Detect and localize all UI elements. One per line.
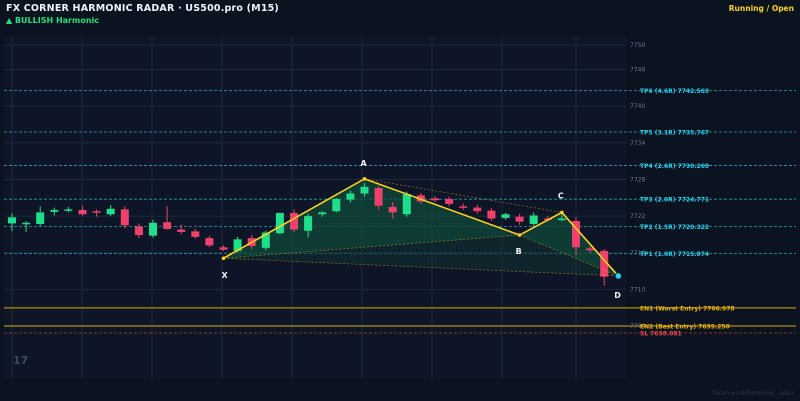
candle-body — [163, 222, 172, 229]
candle-body — [22, 222, 31, 225]
point-b-label: B — [516, 247, 522, 256]
candle-body — [64, 209, 73, 211]
source-footer: fxcorner.rs/harmonic_radar — [712, 390, 794, 397]
level-label: TP2 (1.5R) 7720.322 — [640, 224, 709, 231]
xd-dotted — [223, 257, 619, 277]
candle-body — [318, 212, 327, 215]
candle-body — [402, 194, 411, 215]
candle-body — [290, 213, 298, 230]
level-label: TP5 (3.1R) 7735.767 — [640, 129, 709, 136]
status-indicator: Running / Open — [728, 4, 794, 13]
candle-body — [332, 198, 341, 212]
candle-body — [445, 198, 454, 204]
candle-body — [529, 215, 538, 225]
y-tick-label: 7722 — [630, 213, 645, 220]
level-labels: TP6 (4.6R) 7742.563 TP5 (3.1R) 7735.767 TP… — [640, 88, 735, 338]
point-c-marker — [560, 210, 564, 215]
candle-body — [600, 250, 609, 277]
point-d-label: D — [614, 291, 621, 300]
y-tick-label: 7716 — [630, 250, 645, 257]
candle-body — [92, 211, 101, 213]
candle-body — [106, 208, 115, 215]
point-a-label: A — [361, 159, 368, 168]
candle-body — [586, 248, 595, 251]
candle-body — [304, 216, 313, 231]
candle-body — [149, 222, 157, 236]
y-tick-label: 7740 — [630, 103, 645, 110]
candle-body — [501, 214, 510, 218]
y-tick-label: 7746 — [630, 66, 645, 73]
point-a-marker — [362, 177, 367, 181]
candle-body — [8, 217, 16, 224]
candle-body — [416, 195, 425, 202]
candle-body — [388, 206, 397, 213]
point-d-marker — [614, 272, 622, 280]
y-tick-label: 7728 — [630, 176, 645, 183]
candle-body — [515, 216, 524, 222]
ac-dotted — [364, 178, 562, 213]
point-x-label: X — [222, 271, 229, 280]
candle-body — [572, 220, 580, 248]
candle-body — [205, 238, 214, 246]
bcd-triangle — [519, 212, 619, 276]
candle-body — [557, 218, 566, 221]
xab-triangle — [223, 178, 520, 259]
level-label: SL 7698.081 — [640, 331, 682, 338]
signal-label: ▲ BULLISH Harmonic — [6, 16, 99, 25]
bd-dotted — [519, 234, 619, 277]
candle-body — [374, 187, 383, 206]
candle-body — [177, 229, 186, 232]
candle-body — [275, 213, 284, 234]
candle-body — [261, 232, 270, 248]
candle-body — [191, 231, 200, 237]
level-label: TP6 (4.6R) 7742.563 — [640, 88, 709, 95]
candle-body — [219, 247, 228, 250]
candle-body — [36, 212, 45, 225]
candle-body — [487, 210, 496, 219]
candle-body — [346, 193, 355, 200]
candle-body — [459, 206, 468, 208]
level-label: EN2 (Best Entry) 7699.250 — [640, 324, 730, 331]
y-tick-label: 7750 — [630, 42, 645, 49]
candle-body — [78, 209, 87, 215]
candle-body — [134, 226, 143, 236]
chart-title: FX CORNER HARMONIC RADAR · US500.pro (M1… — [6, 3, 279, 14]
candle-body — [120, 209, 129, 226]
xbd-fill — [223, 235, 619, 276]
pattern-lines: X A B C D — [222, 159, 622, 300]
level-label: TP1 (1.0R) 7715.874 — [640, 251, 709, 258]
y-tick-label: 7704 — [630, 323, 645, 330]
y-tick-label: 7710 — [630, 286, 645, 293]
point-b-marker — [517, 233, 522, 237]
candle-body — [50, 209, 59, 212]
xb-dotted — [223, 234, 520, 259]
level-label: EN1 (Worst Entry) 7706.978 — [640, 305, 735, 312]
point-c-label: C — [558, 191, 564, 200]
candle-body — [360, 186, 369, 194]
level-label: TP3 (2.0R) 7724.771 — [640, 197, 709, 204]
candle-body — [431, 198, 439, 201]
point-x-marker — [221, 256, 226, 261]
candle-body — [233, 239, 242, 251]
y-axis: 7704 7710 7716 7722 7728 7734 7740 7746 7750 — [630, 42, 645, 330]
candle-body — [473, 207, 482, 212]
level-label: TP4 (2.6R) 7730.269 — [640, 163, 709, 170]
watermark-number: 17 — [13, 354, 28, 367]
y-tick-label: 7734 — [630, 140, 645, 147]
pattern-fill — [223, 178, 619, 276]
candles-layer — [8, 183, 609, 286]
